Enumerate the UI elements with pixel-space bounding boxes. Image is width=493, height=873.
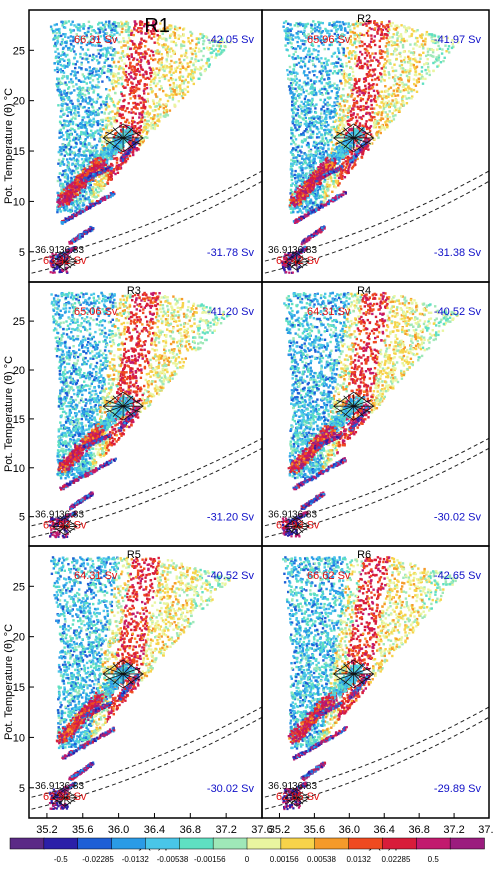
panel-title: R2	[357, 13, 371, 25]
inflow-flux-label: 65.06 Sv	[74, 306, 118, 318]
x-tick-label: 35.2	[269, 824, 290, 836]
y-tick-label: 25	[13, 581, 25, 593]
panel-title: R5	[127, 549, 141, 561]
deep-outflow-flux-label: -30.02 Sv	[434, 512, 482, 524]
colorbar-swatch	[10, 838, 44, 849]
y-axis-label: Pot. Temperature (θ) °C	[3, 88, 15, 204]
x-tick-label: 35.6	[304, 824, 325, 836]
scatter-cloud	[245, 556, 493, 814]
deep-inflow-flux-label: 63.42 Sv	[276, 255, 320, 267]
colorbar-label: -0.0132	[122, 855, 150, 864]
inflow-flux-label: 64.31 Sv	[74, 570, 118, 582]
x-tick-label: 37.2	[215, 824, 236, 836]
x-tick-label: 36.8	[180, 824, 201, 836]
outflow-flux-label: -41.97 Sv	[434, 34, 482, 46]
x-tick-label: 37.2	[443, 824, 464, 836]
x-tick-label: 36.8	[408, 824, 429, 836]
outflow-flux-label: -40.52 Sv	[434, 306, 482, 318]
deep-inflow-flux-label: 62.93 Sv	[276, 519, 320, 531]
scatter-cloud	[245, 20, 493, 278]
y-axis-label: Pot. Temperature (θ) °C	[3, 356, 15, 472]
y-axis-label: Pot. Temperature (θ) °C	[3, 624, 15, 740]
colorbar-swatch	[349, 838, 383, 849]
colorbar-swatch	[213, 838, 247, 849]
scatter-cloud	[245, 292, 493, 542]
colorbar-swatch	[450, 838, 484, 849]
colorbar-swatch	[44, 838, 78, 849]
inflow-flux-label: 64.31 Sv	[307, 306, 351, 318]
scatter-cloud	[11, 292, 280, 542]
x-tick-label: 36.4	[374, 824, 395, 836]
colorbar-label: 0.5	[428, 855, 440, 864]
colorbar-swatch	[416, 838, 450, 849]
x-tick-label: 36.0	[339, 824, 360, 836]
colorbar-swatch	[315, 838, 349, 849]
scatter-cloud	[11, 556, 280, 814]
colorbar-swatch	[145, 838, 179, 849]
colorbar-label: -0.00538	[157, 855, 189, 864]
deep-outflow-flux-label: -29.89 Sv	[434, 783, 482, 795]
inflow-flux-label: 66.31 Sv	[74, 34, 118, 46]
colorbar-label: 0	[245, 855, 250, 864]
outflow-flux-label: -42.05 Sv	[207, 34, 255, 46]
panel-title: R1	[144, 15, 170, 37]
y-tick-label: 25	[13, 45, 25, 57]
x-tick-label: 37.6	[478, 824, 493, 836]
outflow-flux-label: -42.65 Sv	[434, 570, 482, 582]
inflow-flux-label: 66.62 Sv	[307, 570, 351, 582]
colorbar-label: -0.5	[54, 855, 68, 864]
panel-title: R4	[357, 285, 371, 297]
deep-outflow-flux-label: -31.78 Sv	[207, 247, 255, 259]
colorbar-swatch	[247, 838, 281, 849]
y-tick-label: 5	[19, 247, 25, 259]
scatter-cloud	[11, 20, 280, 278]
colorbar-label: 0.00538	[307, 855, 336, 864]
y-tick-label: 5	[19, 512, 25, 524]
deep-inflow-flux-label: 62.93 Sv	[43, 519, 87, 531]
colorbar-swatch	[78, 838, 112, 849]
x-tick-label: 35.2	[36, 824, 57, 836]
colorbar-label: 0.02285	[382, 855, 411, 864]
deep-inflow-flux-label: 62.93 Sv	[43, 791, 87, 803]
colorbar-swatch	[112, 838, 146, 849]
outflow-flux-label: -40.52 Sv	[207, 570, 255, 582]
inflow-flux-label: 65.96 Sv	[307, 34, 351, 46]
outflow-flux-label: -41.20 Sv	[207, 306, 255, 318]
colorbar-swatch	[281, 838, 315, 849]
y-tick-label: 25	[13, 316, 25, 328]
colorbar-swatch	[179, 838, 213, 849]
x-tick-label: 36.0	[108, 824, 129, 836]
x-tick-label: 35.6	[72, 824, 93, 836]
colorbar-swatch	[382, 838, 416, 849]
deep-outflow-flux-label: -31.20 Sv	[207, 512, 255, 524]
deep-inflow-flux-label: 62.85 Sv	[276, 791, 320, 803]
deep-outflow-flux-label: -30.02 Sv	[207, 783, 255, 795]
deep-inflow-flux-label: 63.42 Sv	[43, 255, 87, 267]
colorbar-label: -0.02285	[82, 855, 114, 864]
colorbar: -0.5 -0.02285 -0.0132 -0.00538 -0.00156 0 0.00…	[10, 838, 485, 864]
panel-title: R6	[357, 549, 371, 561]
colorbar-label: 0.00156	[270, 855, 299, 864]
y-tick-label: 5	[19, 783, 25, 795]
deep-outflow-flux-label: -31.38 Sv	[434, 247, 482, 259]
colorbar-label: 0.0132	[346, 855, 371, 864]
panel-title: R3	[127, 285, 141, 297]
x-tick-label: 36.4	[144, 824, 165, 836]
colorbar-label: -0.00156	[194, 855, 226, 864]
